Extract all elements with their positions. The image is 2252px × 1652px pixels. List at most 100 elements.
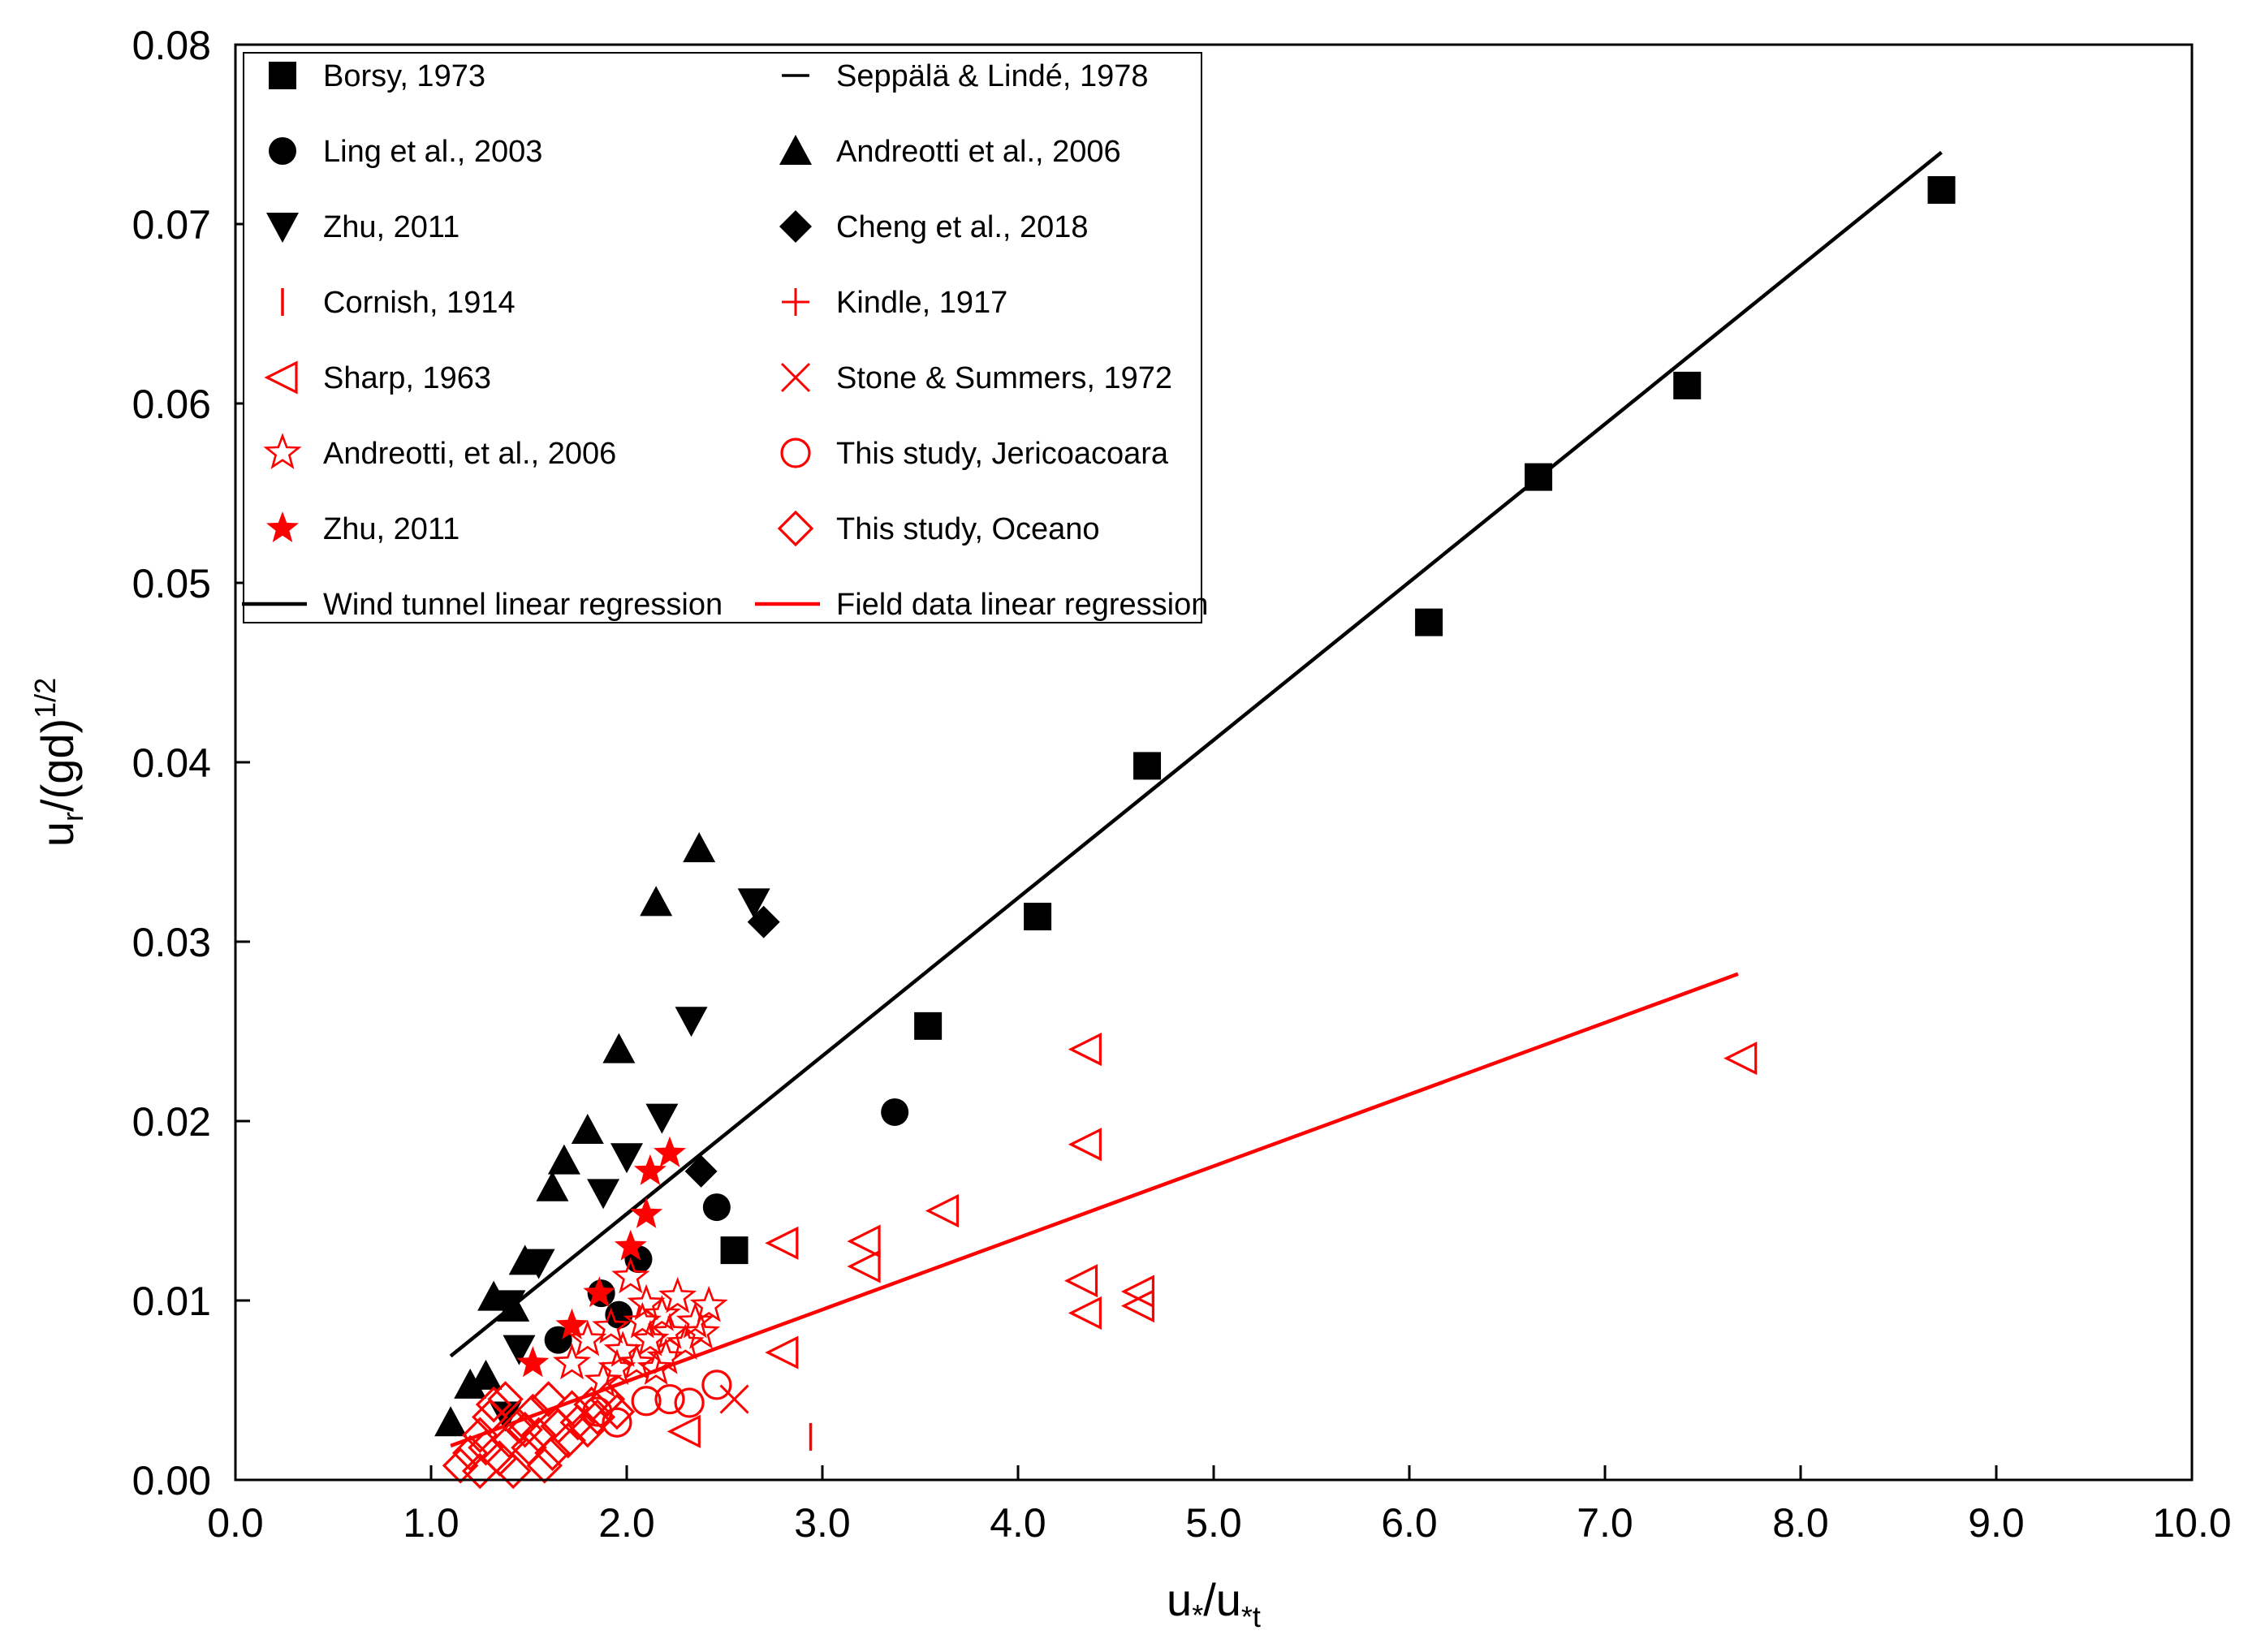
data-point (847, 1224, 881, 1258)
legend-label: Field data linear regression (836, 588, 1208, 622)
x-axis-title-sub2: *t (1241, 1600, 1261, 1633)
y-tick-label: 0.06 (132, 382, 211, 427)
y-axis-title: ur/(gd)1/2 (28, 678, 89, 847)
data-point (493, 1290, 526, 1321)
legend-label: Zhu, 2011 (323, 210, 459, 244)
legend-marker (266, 511, 299, 542)
data-point (1068, 1128, 1102, 1162)
legend-item: Seppälä & Lindé, 1978 (782, 59, 1149, 93)
series-x (719, 1384, 749, 1414)
legend-label: Cornish, 1914 (323, 286, 516, 320)
series-triangle-down-filled (489, 888, 770, 1432)
data-point (765, 1226, 799, 1260)
legend-marker (782, 288, 809, 316)
legend-item: Kindle, 1917 (782, 286, 1007, 320)
legend-item: Andreotti, et al., 2006 (263, 433, 616, 471)
legend-label: Zhu, 2011 (323, 512, 459, 546)
data-point (573, 1386, 610, 1423)
y-axis-title-main: u (32, 822, 83, 847)
data-point (468, 1429, 504, 1466)
data-point (666, 1323, 705, 1360)
data-point (526, 1447, 563, 1484)
data-point (516, 1346, 550, 1378)
data-point (633, 1154, 667, 1185)
legend-label: Kindle, 1917 (836, 286, 1007, 320)
y-tick-label: 0.01 (132, 1279, 211, 1324)
legend-item: Cornish, 1914 (281, 286, 516, 320)
legend-marker (780, 362, 811, 393)
data-point (1068, 1033, 1102, 1067)
legend-label: Seppälä & Lindé, 1978 (836, 59, 1149, 93)
data-point (640, 886, 673, 917)
data-point (454, 1368, 487, 1399)
data-point (719, 1384, 749, 1414)
legend-marker (269, 62, 296, 89)
data-point (765, 1335, 799, 1369)
legend-marker (263, 433, 302, 470)
data-point (747, 905, 780, 938)
legend-label: Stone & Summers, 1972 (836, 361, 1172, 395)
data-point (522, 1249, 555, 1279)
data-point (682, 1313, 721, 1349)
y-tick-label: 0.04 (132, 740, 211, 786)
data-point (494, 1452, 532, 1490)
legend-label: Andreotti, et al., 2006 (323, 437, 616, 471)
regression-lines (449, 150, 1943, 1448)
data-point (675, 1301, 714, 1339)
data-point (881, 1098, 909, 1126)
data-point (683, 832, 716, 863)
data-point (579, 1399, 616, 1435)
data-point (675, 1007, 708, 1037)
legend-marker (777, 510, 814, 547)
x-axis-title-main: u (1167, 1574, 1192, 1625)
legend-label: Cheng et al., 2018 (836, 210, 1089, 244)
x-tick-label: 6.0 (1381, 1500, 1438, 1546)
data-point (658, 1276, 697, 1313)
data-point (530, 1381, 567, 1417)
data-point (1415, 608, 1443, 636)
legend-label: Andreotti et al., 2006 (836, 135, 1121, 169)
data-point (442, 1447, 479, 1484)
data-point (534, 1434, 571, 1472)
data-point (503, 1335, 536, 1365)
data-point (847, 1249, 881, 1283)
y-tick-label: 0.05 (132, 561, 211, 606)
data-point (631, 1386, 662, 1417)
data-point (1673, 371, 1702, 399)
data-point (646, 1337, 685, 1374)
data-point (475, 1386, 512, 1423)
legend-item: Ling et al., 2003 (269, 135, 542, 169)
data-point (569, 1411, 606, 1448)
data-point (1120, 1289, 1155, 1323)
data-point (536, 1171, 569, 1201)
x-axis-title: u*/u*t (1167, 1574, 1261, 1633)
legend-marker (269, 137, 296, 165)
data-point (515, 1393, 551, 1430)
legend-marker (779, 135, 812, 165)
data-point (434, 1406, 468, 1437)
data-point (674, 1387, 705, 1418)
data-point (1724, 1042, 1758, 1076)
series-square-filled (720, 176, 1956, 1265)
y-tick-label: 0.00 (132, 1458, 211, 1503)
data-point (491, 1422, 528, 1459)
legend-item: Wind tunnel linear regression (242, 588, 723, 622)
data-point (689, 1285, 728, 1322)
x-tick-label: 0.0 (207, 1500, 264, 1546)
series-triangle-left-open (667, 1033, 1758, 1448)
legend-item: This study, Oceano (777, 510, 1100, 547)
data-point (627, 1283, 666, 1321)
y-tick-label: 0.03 (132, 920, 211, 965)
legend-item: Stone & Summers, 1972 (780, 361, 1172, 395)
data-point (547, 1144, 580, 1175)
field-data-regression-line (450, 972, 1739, 1448)
data-point (461, 1452, 498, 1490)
data-point (598, 1348, 636, 1386)
legend-item: Andreotti et al., 2006 (779, 135, 1121, 169)
legend-label: Wind tunnel linear regression (323, 588, 723, 622)
y-axis-title-sup: 1/2 (28, 678, 62, 718)
legend-marker (779, 210, 812, 243)
series-diamond-filled (684, 905, 780, 1188)
legend-box (243, 52, 1202, 623)
